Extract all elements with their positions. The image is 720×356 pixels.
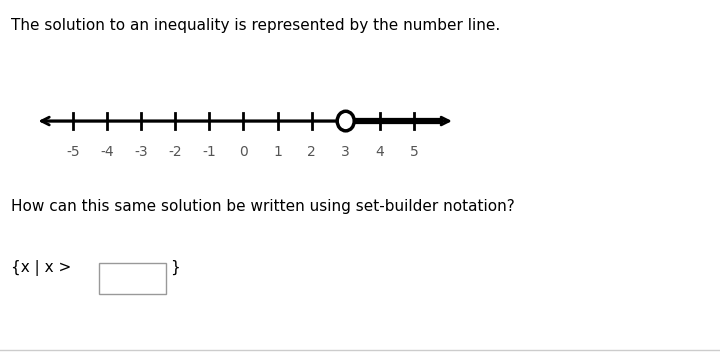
Text: 3: 3 [341, 145, 350, 158]
Bar [99, 263, 166, 294]
Text: The solution to an inequality is represented by the number line.: The solution to an inequality is represe… [11, 18, 500, 33]
Text: -5: -5 [66, 145, 80, 158]
Text: 1: 1 [273, 145, 282, 158]
Text: 5: 5 [410, 145, 418, 158]
Text: How can this same solution be written using set-builder notation?: How can this same solution be written us… [11, 199, 515, 214]
Text: 0: 0 [239, 145, 248, 158]
Text: -4: -4 [100, 145, 114, 158]
Text: {x | x >: {x | x > [11, 260, 71, 276]
Text: -2: -2 [168, 145, 182, 158]
Text: -3: -3 [135, 145, 148, 158]
Text: }: } [170, 260, 180, 275]
Text: -1: -1 [202, 145, 216, 158]
Text: 4: 4 [375, 145, 384, 158]
Text: 2: 2 [307, 145, 316, 158]
Circle shape [337, 111, 354, 131]
